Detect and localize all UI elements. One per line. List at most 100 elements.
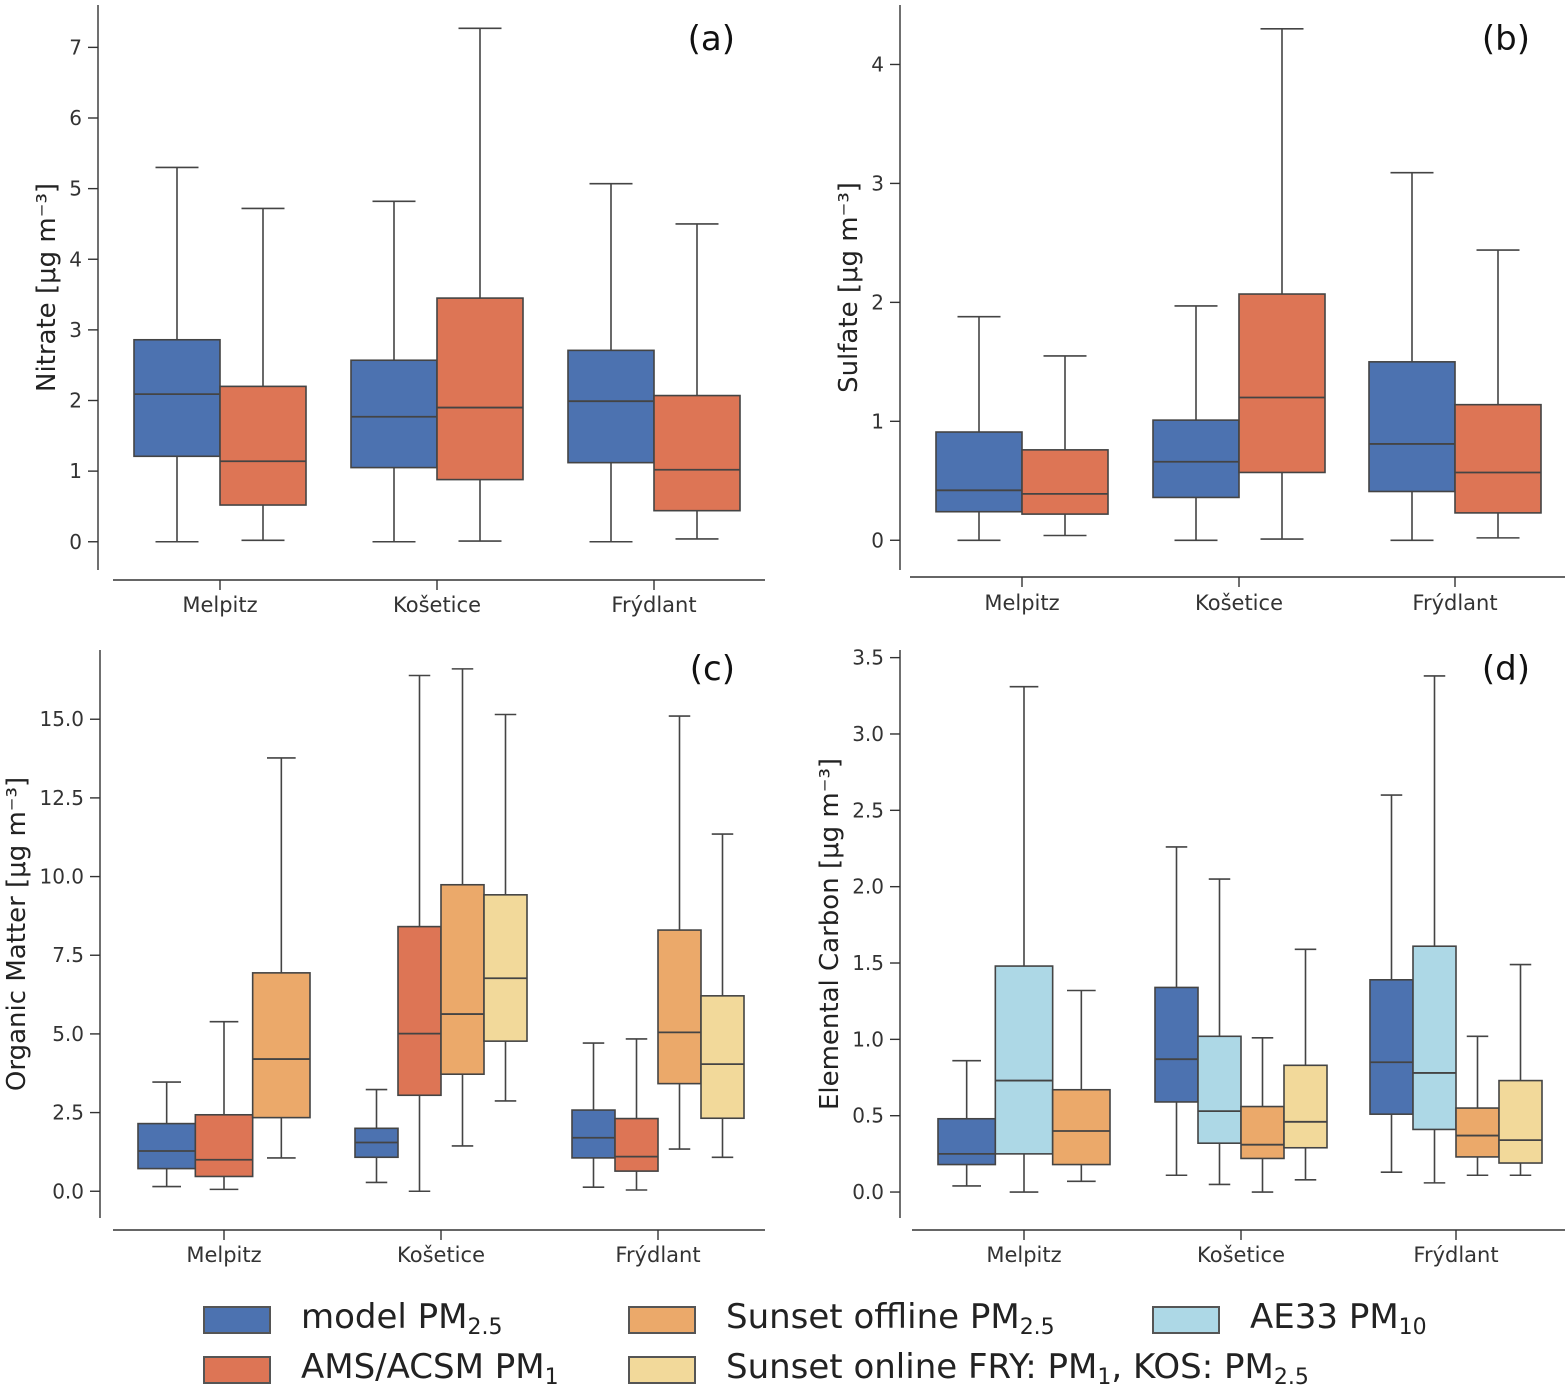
box-iqr xyxy=(440,883,485,1075)
box-2-3 xyxy=(1498,963,1543,1177)
box-iqr xyxy=(1283,1064,1328,1149)
box-iqr xyxy=(1152,419,1240,499)
legend-swatch-sunset-online xyxy=(628,1355,696,1384)
legend-label-model: model PM2.5 xyxy=(301,1297,503,1340)
box-iqr xyxy=(657,929,702,1085)
box-iqr xyxy=(994,965,1054,1155)
y-tick-label: 5.0 xyxy=(52,1022,84,1046)
y-tick-label: 3.5 xyxy=(852,646,884,670)
box-iqr xyxy=(483,894,528,1042)
y-tick-label: 15.0 xyxy=(39,707,84,731)
box-iqr xyxy=(1368,361,1456,493)
y-tick-label: 4 xyxy=(871,52,884,76)
box-0-2 xyxy=(1051,989,1111,1183)
y-tick-label: 1.0 xyxy=(852,1027,884,1051)
y-tick-label: 10.0 xyxy=(39,865,84,889)
box-2-1 xyxy=(1412,675,1457,1184)
box-iqr xyxy=(700,995,745,1120)
x-tick-label: Melpitz xyxy=(984,591,1059,615)
box-1-3 xyxy=(483,713,528,1102)
box-iqr xyxy=(1369,979,1414,1115)
box-2-0 xyxy=(567,182,655,543)
y-tick-label: 4 xyxy=(69,247,82,271)
box-iqr xyxy=(350,359,438,469)
legend-item-ams: AMS/ACSM PM1 xyxy=(203,1350,559,1389)
y-tick-label: 2 xyxy=(871,290,884,314)
panel-label: (c) xyxy=(690,649,735,689)
panel-c: 0.0 2.5 5.0 7.5 10.0 12.5 15.0 Organic Matter [… xyxy=(2,649,765,1267)
x-tick-label: Košetice xyxy=(393,593,481,617)
box-2-0 xyxy=(1368,171,1456,542)
box-1-1 xyxy=(1197,878,1242,1186)
box-1-1 xyxy=(436,27,524,542)
panel-b: 0 1 2 3 4 Sulfate [μg m⁻³] Melpitz Košetice Frýd… xyxy=(834,5,1565,615)
y-axis-label: Elemental Carbon [μg m⁻³] xyxy=(815,758,845,1110)
box-iqr xyxy=(251,972,311,1119)
box-iqr xyxy=(219,385,307,506)
x-tick-label: Frýdlant xyxy=(615,1243,700,1267)
box-iqr xyxy=(137,1122,197,1170)
legend: model PM2.5 Sunset offline PM2.5 AE33 PM… xyxy=(0,1300,1567,1396)
y-tick-label: 0 xyxy=(69,530,82,554)
x-tick-label: Košetice xyxy=(397,1243,485,1267)
panel-a: 0 1 2 3 4 5 6 7 Nitrate [μg m⁻³] Melpitz Košetice F… xyxy=(32,5,765,617)
y-tick-label: 0.0 xyxy=(852,1180,884,1204)
x-tick-label: Frýdlant xyxy=(1412,591,1497,615)
box-0-1 xyxy=(219,207,307,542)
box-2-3 xyxy=(700,833,745,1159)
box-2-2 xyxy=(1455,1035,1500,1177)
box-0-0 xyxy=(935,315,1023,542)
x-tick-label: Košetice xyxy=(1195,591,1283,615)
box-iqr xyxy=(1154,986,1199,1103)
box-iqr xyxy=(1051,1088,1111,1166)
box-0-1 xyxy=(1021,355,1109,537)
x-tick-label: Košetice xyxy=(1197,1243,1285,1267)
box-iqr xyxy=(571,1109,616,1159)
y-tick-label: 1 xyxy=(871,409,884,433)
legend-item-ae33: AE33 PM10 xyxy=(1152,1300,1427,1339)
box-1-1 xyxy=(1238,27,1326,540)
panel-label: (a) xyxy=(688,19,735,59)
y-axis-label: Nitrate [μg m⁻³] xyxy=(32,183,62,392)
box-iqr xyxy=(1454,403,1542,514)
y-tick-label: 3 xyxy=(69,318,82,342)
box-iqr xyxy=(614,1117,659,1172)
box-iqr xyxy=(937,1117,997,1166)
y-tick-label: 7 xyxy=(69,35,82,59)
panel-label: (d) xyxy=(1482,649,1530,689)
y-tick-label: 1.5 xyxy=(852,951,884,975)
legend-item-model: model PM2.5 xyxy=(203,1300,503,1339)
box-2-0 xyxy=(571,1042,616,1188)
box-1-0 xyxy=(354,1088,399,1184)
box-iqr xyxy=(1240,1105,1285,1160)
box-iqr xyxy=(1021,449,1109,515)
panel-d: 0.0 0.5 1.0 1.5 2.0 2.5 3.0 3.5 Elemental Carbon… xyxy=(815,646,1565,1267)
box-iqr xyxy=(653,394,741,512)
legend-item-sunset-offline: Sunset offline PM2.5 xyxy=(628,1300,1055,1339)
legend-label-ams: AMS/ACSM PM1 xyxy=(301,1347,559,1390)
x-tick-label: Melpitz xyxy=(186,1243,261,1267)
box-iqr xyxy=(397,925,442,1097)
box-2-1 xyxy=(1454,249,1542,539)
box-0-0 xyxy=(937,1059,997,1187)
legend-swatch-ams xyxy=(203,1355,271,1384)
y-tick-label: 6 xyxy=(69,106,82,130)
legend-label-ae33: AE33 PM10 xyxy=(1250,1297,1427,1340)
y-tick-label: 2 xyxy=(69,389,82,413)
y-tick-label: 0.0 xyxy=(52,1179,84,1203)
box-iqr xyxy=(1412,945,1457,1131)
y-axis-label: Sulfate [μg m⁻³] xyxy=(834,182,864,393)
box-iqr xyxy=(1498,1079,1543,1164)
y-tick-label: 0 xyxy=(871,528,884,552)
box-iqr xyxy=(1455,1107,1500,1158)
box-0-1 xyxy=(994,685,1054,1193)
y-tick-label: 2.0 xyxy=(852,875,884,899)
y-tick-label: 3 xyxy=(871,171,884,195)
legend-swatch-ae33 xyxy=(1152,1305,1220,1334)
legend-label-sunset-online: Sunset online FRY: PM1, KOS: PM2.5 xyxy=(726,1347,1309,1390)
y-axis-label: Organic Matter [μg m⁻³] xyxy=(2,777,32,1091)
box-1-0 xyxy=(350,200,438,543)
box-iqr xyxy=(935,431,1023,513)
y-tick-label: 3.0 xyxy=(852,722,884,746)
y-tick-label: 1 xyxy=(69,459,82,483)
